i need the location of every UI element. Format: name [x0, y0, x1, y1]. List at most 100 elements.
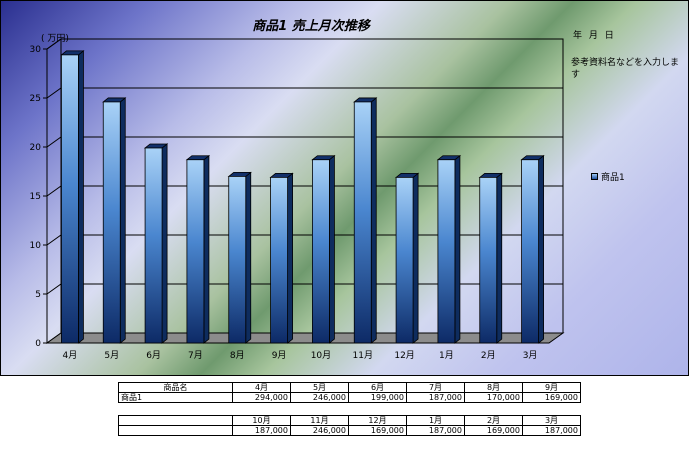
table-cell: 246,000 — [290, 425, 349, 436]
bar — [269, 172, 294, 344]
bar-front — [228, 175, 247, 344]
gridline — [46, 87, 563, 99]
y-tick-label: 10 — [30, 241, 42, 251]
bar-side — [454, 154, 461, 344]
bar-front — [395, 176, 414, 344]
y-tick-label: 15 — [30, 192, 41, 202]
bar-front — [353, 101, 372, 344]
table-header-cell: 11月 — [290, 415, 349, 426]
x-tick-label: 5月 — [104, 350, 119, 361]
bar-side — [496, 172, 503, 344]
table-cell: 187,000 — [522, 425, 581, 436]
table-cell: 170,000 — [464, 392, 523, 403]
table-cell: 187,000 — [406, 392, 465, 403]
bar-side — [161, 143, 168, 344]
table-row-label: 商品1 — [118, 392, 233, 403]
bar-front — [437, 159, 456, 344]
table-cell: 169,000 — [522, 392, 581, 403]
date-label: 年 月 日 — [573, 31, 616, 41]
table-header-cell: 10月 — [232, 415, 291, 426]
table-cell: 187,000 — [406, 425, 465, 436]
bar-side — [370, 97, 377, 344]
bar-side — [245, 171, 252, 344]
table-header-row: 10月 11月 12月 1月 2月 3月 — [118, 415, 581, 426]
table-header-cell: 8月 — [464, 382, 523, 393]
bar — [143, 143, 169, 344]
table-header-cell: 6月 — [348, 382, 407, 393]
x-tick-label: 4月 — [63, 350, 78, 361]
bar-front — [102, 101, 121, 344]
table-header-cell: 1月 — [406, 415, 465, 426]
table-header-cell: 9月 — [522, 382, 581, 393]
bar — [185, 154, 211, 344]
table-header-cell: 2月 — [464, 415, 523, 426]
bar — [102, 97, 127, 344]
bar — [60, 50, 85, 344]
bar-front — [479, 176, 498, 344]
y-tick-label: 30 — [30, 45, 42, 55]
bar-side — [412, 172, 419, 344]
legend-label: 商品1 — [601, 173, 625, 183]
bar — [353, 97, 378, 344]
x-tick-label: 6月 — [146, 350, 161, 361]
table-cell: 294,000 — [232, 392, 291, 403]
table-header-cell — [118, 415, 233, 426]
reference-note: 参考資料名などを入力します — [571, 58, 680, 80]
bar-side — [119, 97, 126, 344]
bar — [311, 154, 336, 344]
table-cell: 169,000 — [464, 425, 523, 436]
gridline — [46, 185, 563, 197]
bar-side — [538, 154, 544, 344]
bar — [520, 154, 545, 344]
x-tick-label: 1月 — [439, 350, 454, 361]
chart-title: 商品1 売上月次推移 — [252, 19, 370, 34]
bar — [227, 171, 252, 344]
table-cell: 169,000 — [348, 425, 407, 436]
x-tick-label: 10月 — [311, 350, 331, 361]
legend-swatch — [591, 173, 598, 180]
bar-side — [203, 154, 210, 344]
bar — [478, 172, 503, 344]
y-axis-unit-label: ( 万円) — [41, 34, 69, 44]
y-tick-label: 20 — [30, 143, 42, 153]
bar-side — [329, 154, 335, 344]
bar-front — [61, 54, 79, 344]
bar-side — [78, 50, 84, 344]
table-cell: 199,000 — [348, 392, 407, 403]
bar-front — [144, 147, 163, 344]
table-header-cell: 3月 — [522, 415, 581, 426]
table-header-cell: 商品名 — [118, 382, 233, 393]
bar — [394, 172, 420, 344]
gridline — [46, 283, 563, 295]
legend: 商品1 — [591, 170, 625, 183]
table-row-label — [118, 425, 233, 436]
table-header-row: 商品名 4月 5月 6月 7月 8月 9月 — [118, 382, 581, 393]
table-header-cell: 7月 — [406, 382, 465, 393]
table-cell: 246,000 — [290, 392, 349, 403]
bar-front — [521, 159, 539, 344]
chart-area: 0 5 10 15 20 25 30 4月 5月 6月 7月 8月 9月 10月 11月 12月 1月 2月 3月 … — [0, 0, 689, 376]
bar-front — [312, 159, 330, 344]
table-header-cell: 5月 — [290, 382, 349, 393]
x-tick-label: 12月 — [394, 350, 414, 361]
y-tick-label: 5 — [35, 290, 41, 300]
table-cell: 187,000 — [232, 425, 291, 436]
table-row: 187,000 246,000 169,000 187,000 169,000 … — [118, 425, 581, 436]
x-tick-label: 8月 — [230, 350, 245, 361]
x-tick-label: 9月 — [272, 350, 287, 361]
bar-chart: 0 5 10 15 20 25 30 4月 5月 6月 7月 8月 9月 10月 11月 12月 1月 2月 3月 — [30, 38, 565, 361]
table-header-cell: 4月 — [232, 382, 291, 393]
y-tick-label: 0 — [35, 339, 41, 349]
sales-table-second-half: 10月 11月 12月 1月 2月 3月 187,000 246,000 169… — [118, 415, 581, 436]
bar — [436, 154, 462, 344]
table-header-cell: 12月 — [348, 415, 407, 426]
bar-front — [186, 159, 205, 344]
bar-front — [270, 176, 288, 344]
gridline — [46, 136, 563, 148]
gridline — [46, 234, 563, 246]
table-row: 商品1 294,000 246,000 199,000 187,000 170,… — [118, 392, 581, 403]
x-tick-label: 7月 — [188, 350, 203, 361]
x-tick-label: 11月 — [353, 350, 373, 361]
x-tick-label: 3月 — [523, 350, 538, 361]
x-tick-label: 2月 — [481, 350, 496, 361]
